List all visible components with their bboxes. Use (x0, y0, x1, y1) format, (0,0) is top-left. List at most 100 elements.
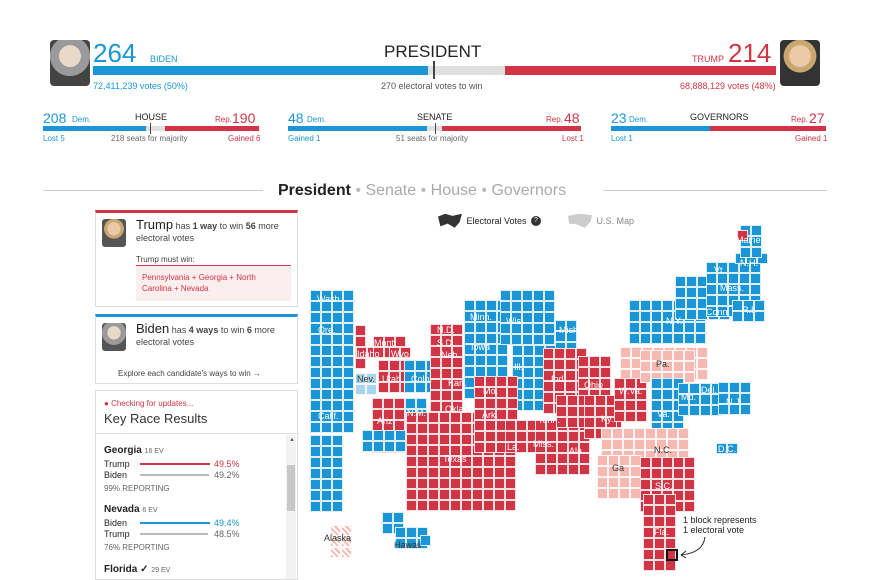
electoral-vote-block (684, 333, 695, 344)
state-label: Minn. (470, 312, 493, 322)
electoral-vote-block (384, 430, 395, 441)
electoral-vote-block (406, 467, 417, 478)
electoral-vote-block (497, 344, 508, 355)
electoral-vote-block (614, 389, 625, 400)
electoral-vote-block (439, 412, 450, 423)
electoral-vote-block (461, 456, 472, 467)
biden-path-text: Biden has 4 ways to win 6 more electoral… (136, 322, 294, 348)
electoral-vote-block (678, 428, 689, 439)
biden-path-card[interactable]: Biden has 4 ways to win 6 more electoral… (95, 314, 298, 384)
electoral-vote-block (464, 311, 475, 322)
electoral-vote-block (619, 477, 630, 488)
electoral-vote-block (684, 479, 695, 490)
electoral-vote-block (332, 422, 343, 433)
electoral-vote-block (511, 290, 522, 301)
key-races-divider (96, 433, 299, 434)
explore-paths-link[interactable]: Explore each candidate's ways to win → (118, 369, 261, 378)
nav-divider-right (603, 190, 827, 191)
electoral-vote-block (662, 300, 673, 311)
race-pct-1: 49.4% (214, 518, 240, 528)
trump-path-card[interactable]: Trump has 1 way to win 56 more electoral… (95, 210, 298, 307)
trump-bar (505, 66, 776, 75)
biden-electoral-votes: 264 (93, 38, 137, 68)
nav-house[interactable]: House (430, 182, 477, 199)
electoral-vote-block (321, 446, 332, 457)
electoral-vote-block (620, 358, 631, 369)
electoral-vote-block (673, 361, 684, 372)
electoral-vote-block (684, 457, 695, 468)
electoral-vote-block (500, 334, 511, 345)
electoral-vote-block (332, 490, 343, 501)
electoral-vote-block (556, 406, 567, 417)
electoral-vote-block (417, 445, 428, 456)
electoral-vote-block (651, 300, 662, 311)
electoral-vote-block (486, 344, 497, 355)
electoral-vote-block (673, 350, 684, 361)
electoral-vote-block (751, 225, 762, 236)
electoral-vote-block (533, 290, 544, 301)
us-map-toggle[interactable]: U.S. Map (568, 212, 634, 230)
scrollbar-thumb[interactable] (287, 465, 295, 511)
nav-senate[interactable]: Senate (365, 182, 417, 199)
electoral-vote-block (343, 334, 354, 345)
electoral-vote-block (740, 393, 751, 404)
electoral-vote-block (729, 404, 740, 415)
governors-rep-change: Gained 1 (795, 134, 828, 143)
electoral-vote-block (643, 560, 654, 571)
electoral-vote-block (718, 404, 729, 415)
electoral-vote-block (464, 300, 475, 311)
electoral-vote-block (417, 412, 428, 423)
electoral-vote-block (651, 350, 662, 361)
state-label: Pa. (656, 359, 670, 369)
electoral-vote-block (417, 434, 428, 445)
electoral-vote-block (474, 420, 485, 431)
electoral-vote-block (662, 311, 673, 322)
electoral-votes-toggle[interactable]: Electoral Votes ? (438, 212, 541, 230)
governors-rep-label: Rep. (791, 115, 808, 124)
scroll-up-arrow[interactable]: ▲ (289, 437, 295, 443)
electoral-vote-block (450, 434, 461, 445)
electoral-vote-block (461, 434, 472, 445)
senate-dem-count: 48 (288, 110, 304, 126)
help-icon[interactable]: ? (530, 215, 541, 226)
electoral-vote-block (384, 336, 395, 347)
electoral-vote-block (675, 309, 686, 320)
electoral-vote-block (597, 466, 608, 477)
electoral-vote-block (654, 505, 665, 516)
electoral-vote-block (689, 383, 700, 394)
electoral-vote-block (343, 290, 354, 301)
electoral-vote-block (321, 400, 332, 411)
electoral-vote-block (428, 412, 439, 423)
electoral-vote-block (497, 355, 508, 366)
electoral-vote-block (695, 322, 706, 333)
electoral-vote-block (332, 411, 343, 422)
electoral-vote-block (441, 324, 452, 335)
legend-arrow (680, 536, 706, 559)
electoral-vote-block (554, 381, 565, 392)
electoral-vote-block (486, 322, 497, 333)
electoral-vote-block (535, 431, 546, 442)
nav-president[interactable]: President (278, 182, 351, 199)
electoral-vote-block (373, 430, 384, 441)
electoral-vote-block (450, 500, 461, 511)
electoral-vote-block (507, 387, 518, 398)
electoral-vote-block (472, 500, 483, 511)
cartogram-icon (438, 213, 462, 228)
electoral-vote-block (595, 406, 606, 417)
electoral-vote-block (578, 378, 589, 389)
house-rep-bar (165, 126, 259, 131)
electoral-vote-block (662, 411, 673, 422)
electoral-vote-block (321, 378, 332, 389)
state-label: D.C. (718, 444, 736, 454)
electoral-vote-block (483, 456, 494, 467)
electoral-vote-block (389, 371, 400, 382)
state-label: Mich. (559, 325, 581, 335)
electoral-vote-block (417, 423, 428, 434)
electoral-cartogram[interactable]: Maine N.H. Vt. Mass. Conn. R.I. N.Y. Wash. Minn.… (300, 225, 800, 580)
electoral-vote-block (595, 395, 606, 406)
electoral-vote-block (373, 441, 384, 452)
state-label: Conn. (706, 307, 731, 317)
electoral-vote-block (474, 398, 485, 409)
electoral-vote-block (428, 478, 439, 489)
nav-governors[interactable]: Governors (491, 182, 567, 199)
